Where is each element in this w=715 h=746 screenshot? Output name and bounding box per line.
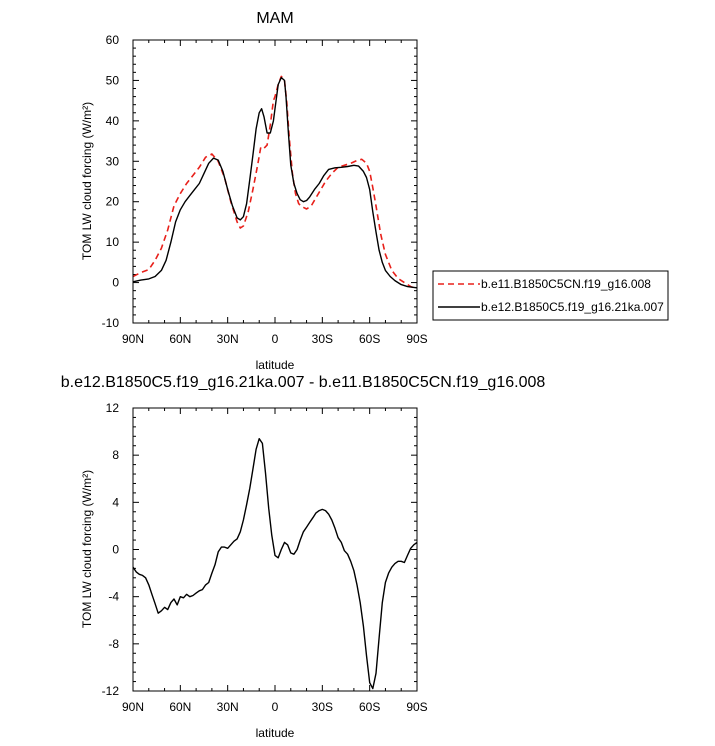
top-series-line-0 [132, 75, 418, 290]
bottom-series-group [132, 438, 418, 690]
top-x-tick-label: 30N [217, 332, 239, 346]
top-x-axis-label: latitude [256, 358, 295, 372]
top-series-line-1 [132, 76, 418, 289]
top-tick-labels: 90N 60N 30N 0 30S 60S 90S -10 0 10 20 30 40 50 60 [102, 33, 428, 346]
bottom-tick-labels: 90N 60N 30N 0 30S 60S 90S -12 -8 -4 0 4 8 12 [102, 401, 428, 714]
bottom-x-tick-label: 60S [359, 700, 380, 714]
bottom-x-tick-label: 90N [122, 700, 144, 714]
bottom-x-tick-label: 90S [406, 700, 427, 714]
bottom-y-tick-label: 8 [112, 448, 119, 462]
bottom-y-tick-label: 12 [106, 401, 120, 415]
top-y-tick-label: 0 [112, 276, 119, 290]
bottom-y-tick-label: 0 [112, 543, 119, 557]
bottom-x-axis-label: latitude [256, 726, 295, 740]
bottom-chart-title: b.e12.B1850C5.f19_g16.21ka.007 - b.e11.B… [61, 374, 546, 391]
top-x-tick-label: 60S [359, 332, 380, 346]
bottom-y-tick-label: -4 [108, 590, 119, 604]
top-y-tick-label: 20 [106, 195, 120, 209]
bottom-plot-frame [132, 407, 418, 692]
legend-entry-1: b.e12.B1850C5.f19_g16.21ka.007 [438, 300, 664, 314]
top-y-tick-label: 10 [106, 235, 120, 249]
legend: b.e11.B1850C5CN.f19_g16.008 b.e12.B1850C… [432, 270, 669, 321]
top-x-tick-label: 60N [169, 332, 191, 346]
top-x-tick-label: 90S [406, 332, 427, 346]
top-x-tick-label: 90N [122, 332, 144, 346]
top-y-tick-label: 40 [106, 114, 120, 128]
top-series-group [132, 75, 418, 290]
bottom-panel: b.e12.B1850C5.f19_g16.21ka.007 - b.e11.B… [61, 374, 546, 740]
top-x-tick-label: 0 [272, 332, 279, 346]
bottom-y-tick-label: -8 [108, 637, 119, 651]
bottom-x-tick-label: 0 [272, 700, 279, 714]
top-panel: MAM 90N 60N 30N 0 30S 60S 90S-100102030405060 … [80, 10, 428, 372]
legend-entry-0: b.e11.B1850C5CN.f19_g16.008 [438, 277, 651, 291]
bottom-series-line-0 [132, 438, 418, 690]
top-y-tick-label: 50 [106, 73, 120, 87]
top-y-axis-label: TOM LW cloud forcing (W/m²) [80, 102, 94, 260]
bottom-x-tick-label: 60N [169, 700, 191, 714]
top-chart-title: MAM [256, 10, 293, 27]
legend-box [432, 270, 669, 321]
bottom-y-axis-label: TOM LW cloud forcing (W/m²) [80, 470, 94, 628]
bottom-y-tick-label: 4 [112, 495, 119, 509]
top-x-tick-label: 30S [312, 332, 333, 346]
legend-label-1: b.e12.B1850C5.f19_g16.21ka.007 [481, 300, 664, 314]
legend-label-0: b.e11.B1850C5CN.f19_g16.008 [481, 277, 651, 291]
bottom-x-tick-label: 30N [217, 700, 239, 714]
top-y-tick-label: 30 [106, 154, 120, 168]
top-y-tick-label: -10 [102, 316, 120, 330]
bottom-y-tick-label: -12 [102, 684, 120, 698]
top-plot-frame [132, 39, 418, 324]
bottom-x-tick-label: 30S [312, 700, 333, 714]
top-y-tick-label: 60 [106, 33, 120, 47]
